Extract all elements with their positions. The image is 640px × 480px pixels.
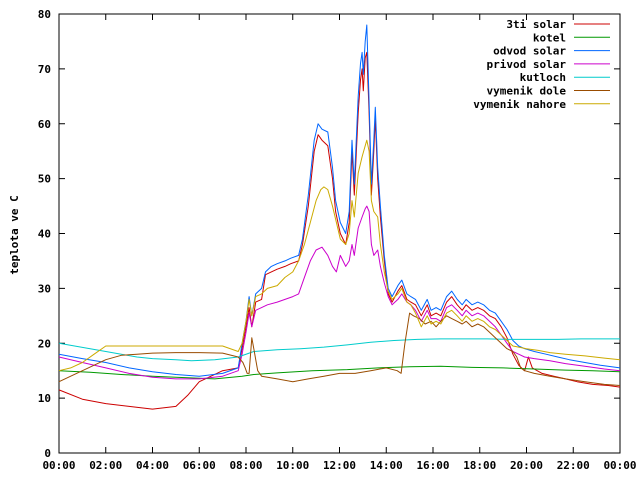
x-tick-label: 06:00: [183, 459, 216, 472]
series-line-odvod-solar: [58, 24, 621, 377]
x-tick-label: 22:00: [557, 459, 590, 472]
x-tick-label: 04:00: [136, 459, 169, 472]
legend-label: privod solar: [487, 58, 567, 71]
x-tick-label: 16:00: [416, 459, 449, 472]
y-tick-label: 30: [38, 282, 51, 295]
legend-label: vymenik dole: [487, 85, 567, 98]
series-line-privod-solar: [58, 205, 621, 380]
x-tick-label: 14:00: [370, 459, 403, 472]
series-line-kutloch: [58, 338, 620, 362]
x-tick-label: 08:00: [229, 459, 262, 472]
x-tick-label: 00:00: [42, 459, 75, 472]
legend-label: kutloch: [520, 71, 566, 84]
x-tick-label: 00:00: [603, 459, 636, 472]
x-tick-label: 02:00: [89, 459, 122, 472]
axes: 00:00 02:00 04:00 06:00 08:00 10:00 12:00 14:00…: [38, 8, 637, 472]
x-tick-label: 12:00: [323, 459, 356, 472]
legend-label: kotel: [533, 31, 566, 44]
legend-label: 3ti solar: [506, 18, 566, 31]
series-line-vymenik-nahore: [58, 139, 621, 372]
series-line-kotel: [58, 365, 621, 380]
legend-label: vymenik nahore: [473, 98, 566, 111]
y-tick-label: 50: [38, 173, 51, 186]
legend-label: odvod solar: [493, 45, 566, 58]
series-lines: [58, 24, 621, 410]
y-tick-label: 20: [38, 337, 51, 350]
x-tick-label: 20:00: [510, 459, 543, 472]
x-tick-label: 18:00: [463, 459, 496, 472]
y-tick-label: 0: [44, 447, 51, 460]
series-line-vymenik-dole: [58, 312, 621, 386]
y-tick-label: 60: [38, 118, 51, 131]
y-tick-label: 40: [38, 228, 51, 241]
y-tick-label: 80: [38, 8, 51, 21]
y-axis-label: teplota ve C: [8, 195, 21, 274]
x-tick-label: 10:00: [276, 459, 309, 472]
y-tick-label: 10: [38, 392, 51, 405]
y-tick-label: 70: [38, 63, 51, 76]
